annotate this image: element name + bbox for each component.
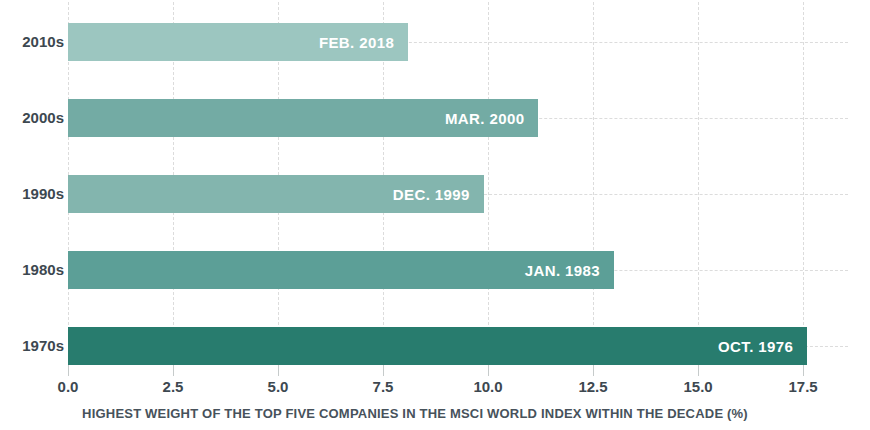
x-tick-label: 10.0	[473, 378, 502, 395]
bar-chart-figure: FEB. 2018 MAR. 2000 DEC. 1999 JAN. 1983 OCT.…	[0, 0, 870, 430]
x-axis-title: HIGHEST WEIGHT OF THE TOP FIVE COMPANIES…	[0, 406, 830, 421]
x-tick-mark	[173, 365, 174, 376]
x-tick-label: 17.5	[788, 378, 817, 395]
x-tick-mark	[803, 365, 804, 376]
bar: DEC. 1999	[68, 175, 484, 213]
vertical-gridline	[488, 2, 489, 365]
bar-value-label: MAR. 2000	[445, 110, 538, 127]
vertical-gridline	[803, 2, 804, 365]
x-tick-label: 7.5	[373, 378, 394, 395]
x-tick-label: 15.0	[683, 378, 712, 395]
x-axis: 0.02.55.07.510.012.515.017.5	[68, 365, 848, 399]
plot-area: FEB. 2018 MAR. 2000 DEC. 1999 JAN. 1983 OCT.…	[68, 2, 848, 365]
x-tick-mark	[593, 365, 594, 376]
y-axis: 2010s 2000s 1990s 1980s 1970s	[0, 2, 64, 365]
y-axis-label: 2010s	[0, 23, 64, 61]
x-tick-label: 2.5	[163, 378, 184, 395]
bar-value-label: OCT. 1976	[718, 338, 807, 355]
y-axis-label: 1980s	[0, 251, 64, 289]
x-tick-mark	[278, 365, 279, 376]
bar-value-label: DEC. 1999	[393, 186, 484, 203]
x-tick-label: 12.5	[578, 378, 607, 395]
bar-value-label: JAN. 1983	[525, 262, 614, 279]
x-tick-mark	[488, 365, 489, 376]
bar: OCT. 1976	[68, 327, 807, 365]
vertical-gridline	[698, 2, 699, 365]
bar: MAR. 2000	[68, 99, 538, 137]
x-tick-label: 0.0	[58, 378, 79, 395]
x-tick-mark	[698, 365, 699, 376]
bar: FEB. 2018	[68, 23, 408, 61]
vertical-gridline	[593, 2, 594, 365]
y-axis-label: 1990s	[0, 175, 64, 213]
x-tick-label: 5.0	[268, 378, 289, 395]
bar: JAN. 1983	[68, 251, 614, 289]
y-axis-label: 1970s	[0, 327, 64, 365]
bar-value-label: FEB. 2018	[319, 34, 408, 51]
x-tick-mark	[383, 365, 384, 376]
y-axis-label: 2000s	[0, 99, 64, 137]
x-tick-mark	[68, 365, 69, 376]
